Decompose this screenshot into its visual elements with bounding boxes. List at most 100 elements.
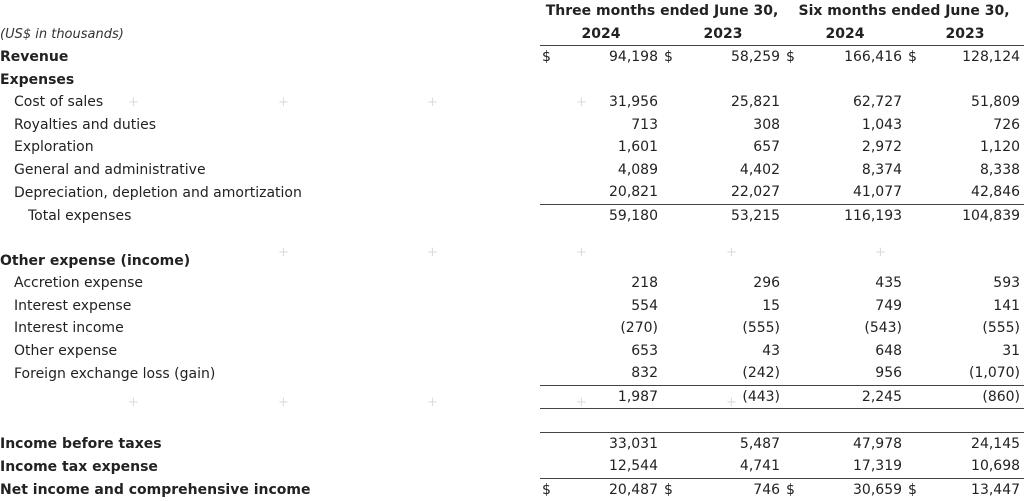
cell-value: 653 bbox=[631, 342, 658, 359]
cell-value: 554 bbox=[631, 297, 658, 314]
income-tax-row: Income tax expense 12,544 4,741 17,319 1… bbox=[0, 455, 1024, 479]
row-label: Exploration bbox=[14, 139, 94, 156]
cell-value: 593 bbox=[993, 275, 1021, 292]
cell-value: 30,659 bbox=[853, 481, 903, 498]
currency-symbol: $ bbox=[542, 481, 551, 498]
cell-value: 10,698 bbox=[928, 455, 1024, 479]
cell-value: 1,987 bbox=[562, 385, 662, 409]
cell-value: (555) bbox=[742, 320, 781, 337]
row-label: Income tax expense bbox=[0, 458, 158, 475]
cell-value: 2,245 bbox=[806, 385, 907, 409]
row-label: Foreign exchange loss (gain) bbox=[14, 365, 216, 382]
cell-value: 116,193 bbox=[844, 207, 903, 224]
royalties-row: Royalties and duties 713 308 1,043 726 bbox=[0, 114, 1024, 137]
cell-value: 1,601 bbox=[617, 139, 658, 156]
year-header: 2023 bbox=[662, 22, 785, 46]
cell-value: 31,956 bbox=[609, 94, 658, 111]
row-label: Interest expense bbox=[14, 297, 132, 314]
cell-value: 22,027 bbox=[684, 181, 785, 205]
cell-value: 4,402 bbox=[739, 161, 781, 178]
cell-value: 648 bbox=[875, 342, 903, 359]
cell-value: 8,338 bbox=[979, 161, 1021, 178]
cell-value: 218 bbox=[631, 275, 658, 292]
cell-value: (555) bbox=[982, 320, 1021, 337]
six-months-header: Six months ended June 30, bbox=[798, 3, 1010, 20]
cell-value: 713 bbox=[631, 116, 658, 133]
cell-value: 53,215 bbox=[731, 207, 781, 224]
header-spacer bbox=[0, 0, 540, 23]
interest-expense-row: Interest expense 554 15 749 141 bbox=[0, 295, 1024, 318]
cell-value: 956 bbox=[806, 362, 907, 386]
general-admin-row: General and administrative 4,089 4,402 8… bbox=[0, 159, 1024, 182]
cell-value: 296 bbox=[753, 275, 781, 292]
cell-value: 20,821 bbox=[562, 181, 662, 205]
dda-row: Depreciation, depletion and amortization… bbox=[0, 181, 1024, 205]
cell-value: 25,821 bbox=[731, 94, 781, 111]
cell-value: 59,180 bbox=[609, 207, 658, 224]
cell-value: 51,809 bbox=[971, 94, 1021, 111]
row-label: Interest income bbox=[14, 320, 124, 337]
interest-income-row: Interest income (270) (555) (543) (555) bbox=[0, 317, 1024, 340]
cell-value: 41,077 bbox=[806, 181, 907, 205]
row-label: Net income and comprehensive income bbox=[0, 481, 311, 498]
year-header: 2023 bbox=[906, 22, 1024, 46]
accretion-row: Accretion expense 218 296 435 593 bbox=[0, 272, 1024, 295]
currency-symbol: $ bbox=[542, 49, 551, 66]
cell-value: 15 bbox=[762, 297, 781, 314]
cell-value: 1,043 bbox=[861, 116, 903, 133]
cell-value: 58,259 bbox=[731, 49, 781, 66]
cell-value: 2,972 bbox=[861, 139, 903, 156]
cell-value: (860) bbox=[928, 385, 1024, 409]
row-label bbox=[0, 385, 540, 409]
cell-value: 12,544 bbox=[562, 455, 662, 479]
cell-value: (270) bbox=[620, 320, 658, 337]
net-income-row: Net income and comprehensive income $ 20… bbox=[0, 478, 1024, 501]
unit-note: (US$ in thousands) bbox=[0, 26, 124, 42]
other-heading-row: Other expense (income) bbox=[0, 250, 1024, 273]
row-label: Revenue bbox=[0, 49, 69, 65]
year-header-row: (US$ in thousands) 2024 2023 2024 2023 bbox=[0, 22, 1024, 46]
cell-value: 832 bbox=[562, 362, 662, 386]
row-label: Other expense bbox=[14, 342, 118, 359]
cell-value: 47,978 bbox=[806, 431, 907, 455]
total-expenses-row: Total expenses 59,180 53,215 116,193 104… bbox=[0, 204, 1024, 227]
fx-loss-row: Foreign exchange loss (gain) 832 (242) 9… bbox=[0, 362, 1024, 386]
cell-value: 128,124 bbox=[962, 49, 1021, 66]
cell-value: 31 bbox=[1002, 342, 1021, 359]
cell-value: 435 bbox=[875, 275, 903, 292]
section-heading: Other expense (income) bbox=[0, 252, 191, 269]
year-header: 2024 bbox=[540, 22, 662, 46]
cell-value: 166,416 bbox=[844, 49, 903, 66]
row-label: Depreciation, depletion and amortization bbox=[14, 184, 302, 201]
cell-value: (543) bbox=[864, 320, 903, 337]
cell-value: 43 bbox=[762, 342, 781, 359]
cell-value: (443) bbox=[684, 385, 785, 409]
cost-of-sales-row: Cost of sales 31,956 25,821 62,727 51,80… bbox=[0, 91, 1024, 114]
cell-value: 749 bbox=[875, 297, 903, 314]
cell-value: 5,487 bbox=[684, 431, 785, 455]
three-months-header: Three months ended June 30, bbox=[545, 3, 779, 20]
currency-symbol: $ bbox=[664, 481, 673, 498]
cell-value: 17,319 bbox=[806, 455, 907, 479]
cell-value: (1,070) bbox=[928, 362, 1024, 386]
row-label: Accretion expense bbox=[14, 275, 143, 292]
cell-value: 746 bbox=[753, 481, 781, 498]
cell-value: 4,741 bbox=[684, 455, 785, 479]
other-expense-row: Other expense 653 43 648 31 bbox=[0, 340, 1024, 363]
row-label: Income before taxes bbox=[0, 435, 162, 452]
spacer-row bbox=[0, 409, 1024, 433]
row-label: Total expenses bbox=[28, 207, 132, 224]
cell-value: 657 bbox=[753, 139, 781, 156]
period-header-row: Three months ended June 30, Six months e… bbox=[0, 0, 1024, 23]
other-total-row: 1,987 (443) 2,245 (860) bbox=[0, 385, 1024, 409]
cell-value: 1,120 bbox=[979, 139, 1021, 156]
cell-value: (242) bbox=[684, 362, 785, 386]
cell-value: 13,447 bbox=[971, 481, 1021, 498]
cell-value: 4,089 bbox=[617, 161, 658, 178]
cell-value: 94,198 bbox=[609, 49, 658, 66]
cell-value: 62,727 bbox=[853, 94, 903, 111]
cell-value: 308 bbox=[753, 116, 781, 133]
currency-symbol: $ bbox=[908, 481, 917, 498]
expenses-heading-row: Expenses bbox=[0, 69, 1024, 92]
